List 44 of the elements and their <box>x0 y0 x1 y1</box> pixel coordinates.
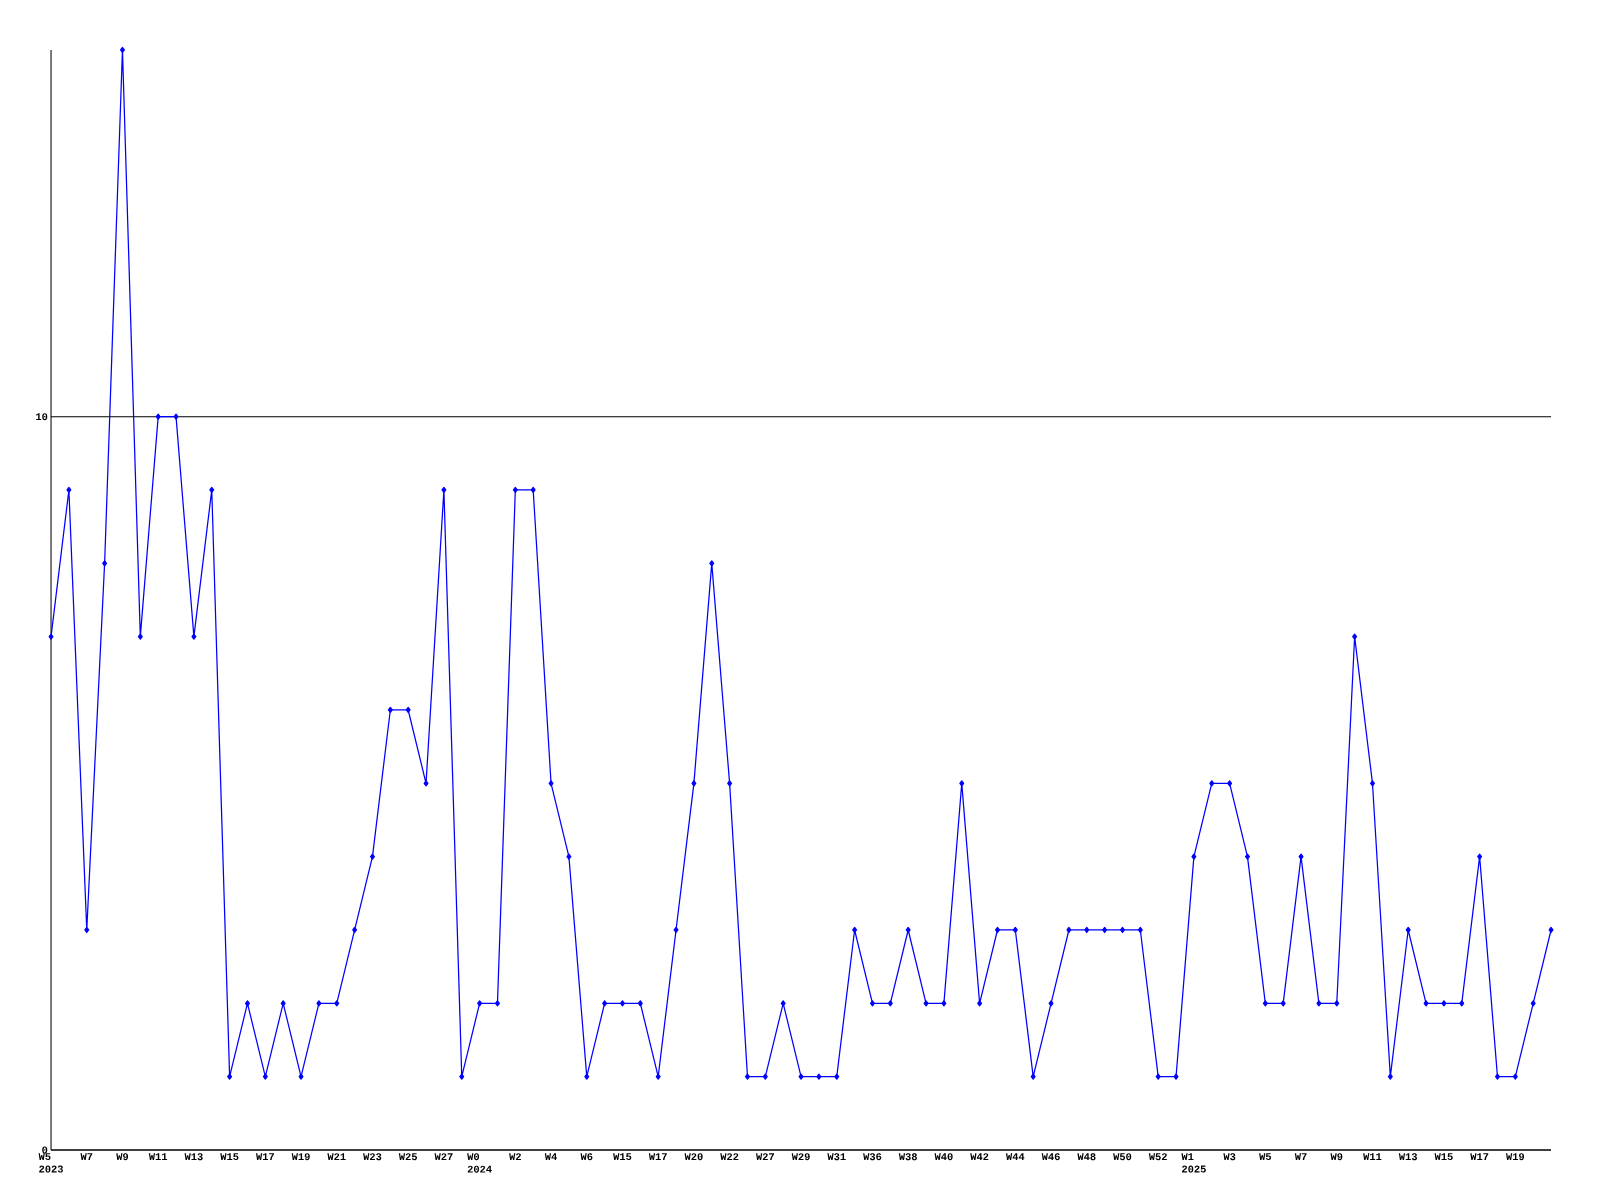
x-tick-label: W27 <box>755 1153 774 1161</box>
x-tick-label: W11 <box>1363 1153 1382 1160</box>
x-tick-label: W27 <box>434 1153 453 1161</box>
x-tick-label: W0 2024 <box>467 1153 492 1173</box>
x-tick-label: W36 <box>863 1153 882 1161</box>
x-tick-label: W3 <box>1223 1153 1236 1161</box>
x-tick-label: W44 <box>1005 1153 1025 1160</box>
x-tick-label: W5 2023 <box>38 1153 63 1173</box>
x-tick-label: W31 <box>827 1153 846 1161</box>
x-tick-label: W7 <box>80 1153 93 1160</box>
x-tick-label: W46 <box>1041 1153 1060 1161</box>
x-tick-label: W25 <box>398 1153 417 1161</box>
x-tick-label: W21 <box>327 1153 346 1161</box>
x-tick-label: W19 <box>1506 1153 1525 1161</box>
x-tick-label: W22 <box>720 1153 739 1161</box>
x-tick-label: W17 <box>1470 1153 1489 1160</box>
x-tick-label: W52 <box>1148 1153 1167 1161</box>
x-tick-label: W2 <box>509 1153 521 1161</box>
x-tick-label: W15 <box>220 1153 239 1161</box>
x-tick-label: W11 <box>148 1153 168 1160</box>
x-tick-label: W29 <box>791 1153 810 1161</box>
x-tick-label: W9 <box>1330 1153 1343 1161</box>
x-tick-label: W15 <box>613 1153 632 1161</box>
x-tick-label: W23 <box>363 1153 382 1161</box>
x-tick-label: W38 <box>898 1153 917 1161</box>
x-tick-label: W7 <box>1294 1153 1307 1160</box>
x-tick-label: W40 <box>934 1153 953 1161</box>
x-tick-label: W13 <box>1398 1153 1417 1161</box>
x-tick-label: W42 <box>970 1153 989 1161</box>
x-tick-label: W1 2025 <box>1181 1153 1206 1173</box>
y-tick-label: 0 <box>42 1146 48 1154</box>
x-tick-label: W17 <box>255 1153 274 1160</box>
x-tick-label: W17 <box>648 1153 667 1160</box>
x-tick-label: W6 <box>580 1153 593 1161</box>
x-tick-label: W19 <box>291 1153 310 1161</box>
x-tick-label: W48 <box>1077 1153 1096 1161</box>
x-tick-label: W20 <box>684 1153 703 1161</box>
x-tick-label: W13 <box>184 1153 203 1161</box>
x-tick-label: W9 <box>116 1153 129 1161</box>
x-tick-label: W5 <box>1259 1153 1272 1161</box>
y-tick-label: 10 <box>36 413 48 421</box>
x-tick-label: W50 <box>1113 1153 1132 1161</box>
x-tick-label: W4 <box>544 1153 557 1160</box>
x-tick-label: W15 <box>1434 1153 1453 1161</box>
